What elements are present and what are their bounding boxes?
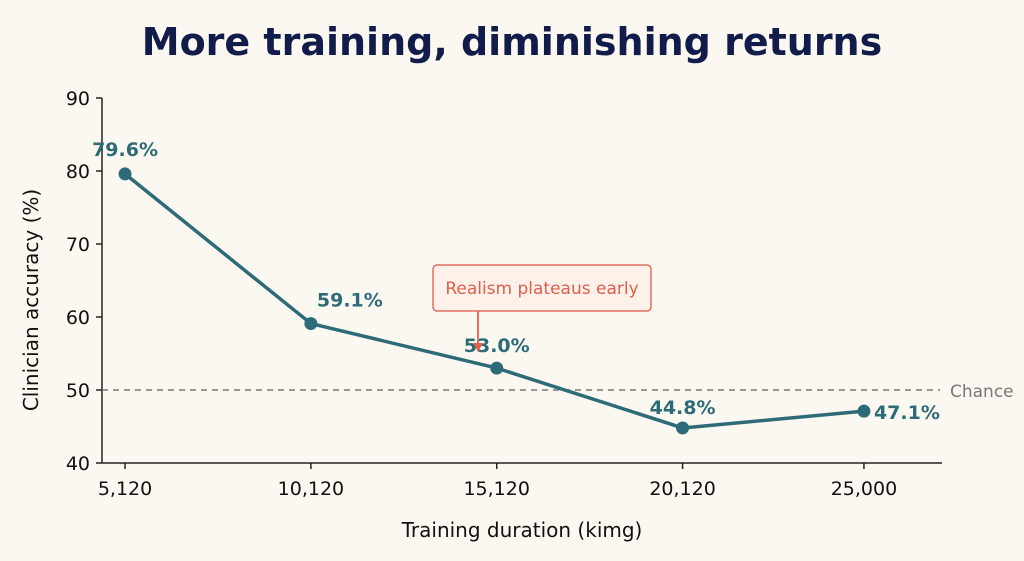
axes: 40 50 60 70 80 90 5,120 10,120 15,120 20,120 25,00…	[66, 88, 942, 500]
y-tick-label: 60	[66, 307, 90, 329]
data-point	[304, 317, 318, 331]
data-label: 47.1%	[874, 402, 940, 424]
data-point	[118, 167, 132, 181]
x-tick-label: 20,120	[649, 478, 715, 500]
x-axis-title: Training duration (kimg)	[401, 518, 643, 542]
annotation-arrow-head	[473, 343, 483, 352]
y-tick-label: 70	[66, 234, 90, 256]
y-axis-title: Clinician accuracy (%)	[19, 189, 43, 411]
series-layer: Chance 79.6% 59.1% 53.0% 44.8% 47.1% Realism p…	[92, 139, 1014, 435]
annotation-text: Realism plateaus early	[445, 279, 638, 299]
x-tick-label: 10,120	[278, 478, 344, 500]
data-label: 59.1%	[317, 290, 383, 312]
y-tick-label: 40	[66, 453, 90, 475]
y-tick-label: 90	[66, 88, 90, 110]
y-tick-label: 80	[66, 161, 90, 183]
y-tick-label: 50	[66, 380, 90, 402]
data-point	[490, 361, 504, 375]
chart-title: More training, diminishing returns	[142, 20, 882, 64]
x-tick-label: 15,120	[463, 478, 529, 500]
data-point	[676, 421, 690, 435]
data-label: 79.6%	[92, 139, 158, 161]
data-point	[857, 404, 871, 418]
data-label: 53.0%	[464, 335, 530, 357]
data-label: 44.8%	[650, 397, 716, 419]
annotation-box	[432, 264, 652, 312]
x-tick-label: 25,000	[831, 478, 897, 500]
reference-line-label: Chance	[950, 382, 1014, 402]
x-tick-label: 5,120	[98, 478, 152, 500]
